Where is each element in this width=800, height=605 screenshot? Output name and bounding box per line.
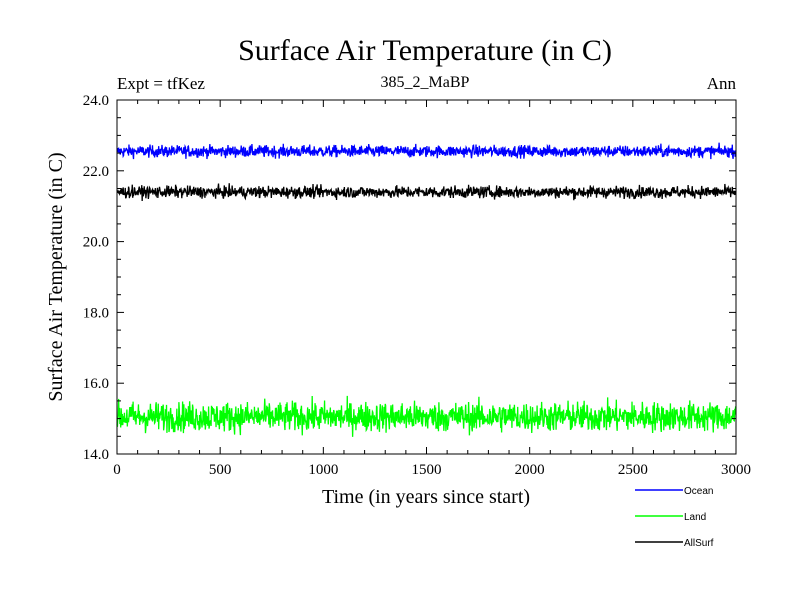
series-line-allsurf (116, 183, 737, 201)
period-label: Ann (707, 74, 737, 93)
experiment-label: Expt = tfKez (117, 74, 205, 93)
y-tick-label: 22.0 (83, 164, 109, 180)
chart-title: Surface Air Temperature (in C) (238, 34, 612, 67)
chart-subtitle: 385_2_MaBP (381, 74, 470, 91)
y-tick-label: 24.0 (83, 93, 109, 109)
y-tick-label: 16.0 (83, 376, 109, 392)
x-axis-label: Time (in years since start) (322, 486, 530, 508)
legend-label-ocean: Ocean (684, 486, 713, 497)
y-axis-label: Surface Air Temperature (in C) (45, 152, 67, 401)
x-tick-label: 0 (113, 462, 121, 478)
x-tick-label: 3000 (721, 462, 751, 478)
x-tick-label: 1000 (308, 462, 338, 478)
series-line-land (116, 395, 737, 437)
x-tick-label: 500 (209, 462, 232, 478)
legend: Ocean Land AllSurf (635, 486, 714, 549)
series-layer (116, 142, 737, 437)
y-tick-label: 18.0 (83, 305, 109, 321)
legend-label-allsurf: AllSurf (684, 538, 714, 549)
x-tick-label: 2500 (618, 462, 648, 478)
legend-label-land: Land (684, 512, 706, 523)
x-tick-label: 2000 (515, 462, 545, 478)
y-tick-label: 14.0 (83, 447, 109, 463)
y-axis: 14.0 16.0 18.0 20.0 22.0 24.0 (83, 93, 736, 463)
y-tick-label: 20.0 (83, 235, 109, 251)
x-tick-label: 1500 (412, 462, 442, 478)
series-line-ocean (116, 142, 737, 160)
x-axis: 0 500 1000 1500 2000 2500 3000 (113, 100, 751, 478)
